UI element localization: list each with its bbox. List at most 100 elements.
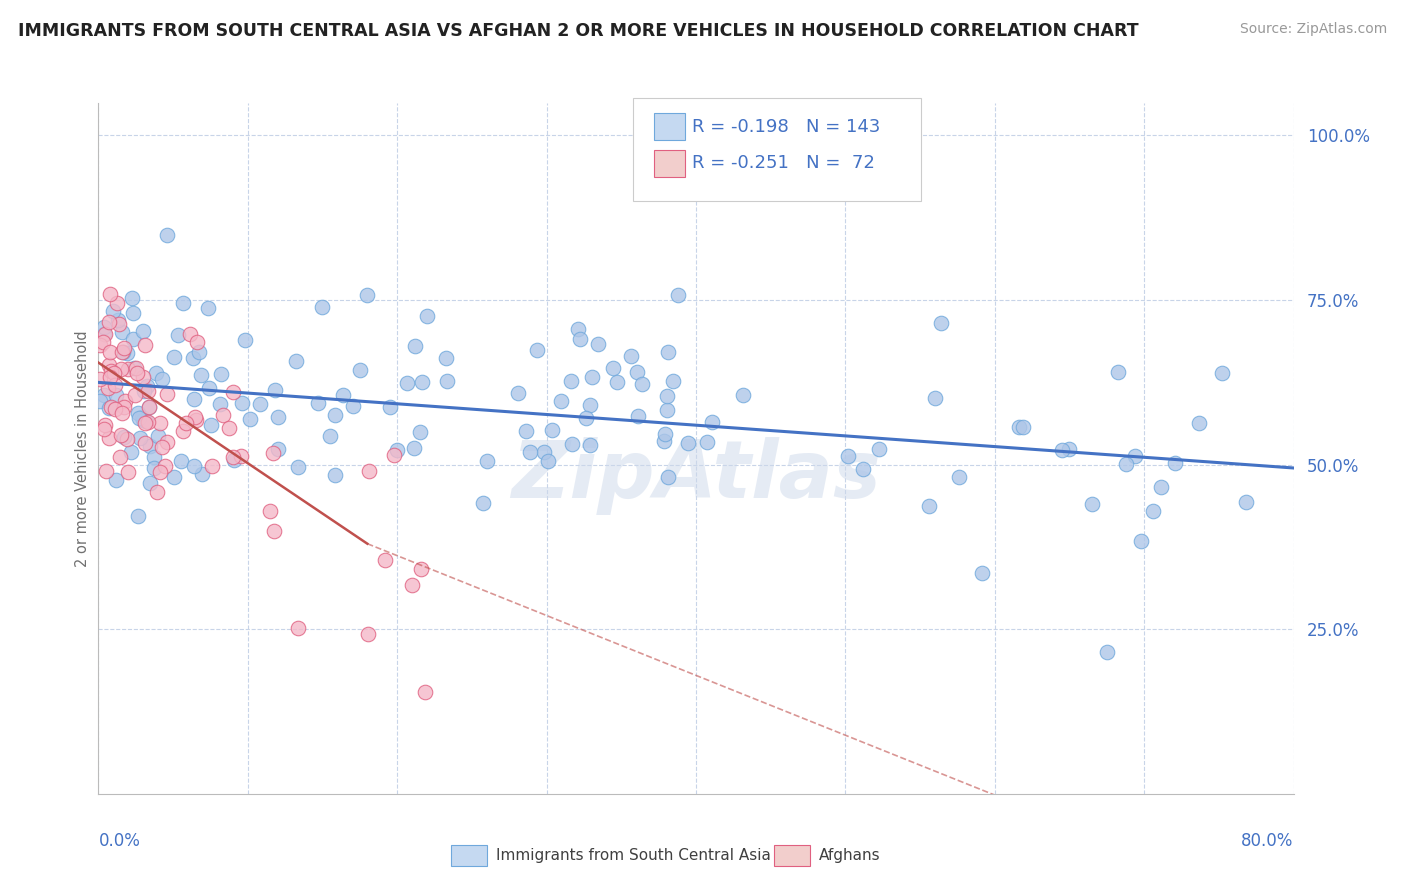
Point bbox=[1150, 480, 1173, 494]
Point bbox=[120, 445, 142, 459]
Text: R = -0.198   N = 143: R = -0.198 N = 143 bbox=[692, 118, 880, 136]
Text: ZipAtlas: ZipAtlas bbox=[510, 437, 882, 515]
Point bbox=[627, 409, 650, 423]
Point bbox=[149, 465, 172, 479]
Point bbox=[515, 424, 537, 438]
Point bbox=[122, 361, 145, 376]
Point bbox=[537, 454, 560, 468]
Point bbox=[89, 393, 111, 408]
Point bbox=[359, 464, 381, 478]
Point bbox=[122, 332, 145, 346]
Point bbox=[533, 445, 555, 459]
Point bbox=[948, 469, 970, 483]
Point bbox=[733, 388, 755, 402]
Point bbox=[209, 367, 232, 381]
Point bbox=[132, 324, 155, 338]
Point bbox=[550, 393, 572, 408]
Point bbox=[191, 467, 214, 482]
Point bbox=[396, 376, 419, 391]
Point bbox=[575, 411, 598, 425]
Point bbox=[378, 400, 401, 414]
Point bbox=[349, 363, 371, 377]
Point bbox=[578, 398, 600, 412]
Point bbox=[104, 377, 127, 392]
Point bbox=[139, 439, 162, 453]
Point bbox=[972, 566, 994, 580]
Point bbox=[266, 410, 288, 425]
Point bbox=[114, 394, 136, 409]
Point bbox=[416, 309, 439, 323]
Point bbox=[183, 392, 205, 407]
Point bbox=[666, 287, 689, 301]
Point bbox=[128, 411, 150, 425]
Point bbox=[657, 389, 679, 403]
Point bbox=[475, 453, 498, 467]
Point bbox=[385, 442, 408, 457]
Point bbox=[404, 339, 426, 353]
Point bbox=[357, 627, 380, 641]
Point bbox=[100, 401, 122, 415]
Point bbox=[1234, 494, 1257, 508]
Point bbox=[323, 408, 346, 422]
Point bbox=[929, 316, 952, 330]
Point bbox=[172, 295, 194, 310]
Point bbox=[569, 332, 592, 346]
Point bbox=[1142, 504, 1164, 518]
Point bbox=[150, 441, 173, 455]
Text: IMMIGRANTS FROM SOUTH CENTRAL ASIA VS AFGHAN 2 OR MORE VEHICLES IN HOUSEHOLD COR: IMMIGRANTS FROM SOUTH CENTRAL ASIA VS AF… bbox=[18, 22, 1139, 40]
Point bbox=[136, 415, 159, 429]
Point bbox=[93, 421, 115, 435]
Point bbox=[112, 341, 135, 355]
Point bbox=[129, 432, 152, 446]
Point bbox=[183, 459, 205, 474]
Point bbox=[93, 327, 115, 342]
FancyBboxPatch shape bbox=[451, 845, 486, 866]
Point bbox=[111, 325, 134, 339]
Point bbox=[212, 408, 235, 422]
Point bbox=[307, 396, 329, 410]
Point bbox=[100, 370, 122, 384]
Point bbox=[239, 412, 262, 426]
Point bbox=[323, 468, 346, 483]
Point bbox=[661, 374, 683, 388]
Point bbox=[222, 385, 245, 400]
Point bbox=[97, 315, 120, 329]
Point bbox=[107, 296, 129, 310]
Point bbox=[125, 360, 148, 375]
Point bbox=[131, 410, 153, 425]
Point bbox=[89, 338, 111, 352]
Point bbox=[401, 577, 423, 591]
Point bbox=[135, 378, 157, 392]
Point bbox=[224, 453, 246, 467]
Point bbox=[198, 381, 221, 395]
Point bbox=[93, 387, 115, 401]
Point bbox=[1081, 497, 1104, 511]
Point bbox=[586, 336, 609, 351]
Point bbox=[172, 424, 194, 438]
Point bbox=[155, 387, 177, 401]
Point bbox=[436, 375, 458, 389]
Point bbox=[657, 403, 679, 417]
Point bbox=[606, 375, 628, 389]
Point bbox=[652, 434, 675, 449]
Point bbox=[111, 406, 134, 420]
Point bbox=[190, 368, 212, 383]
Point bbox=[91, 335, 114, 350]
Point bbox=[181, 351, 204, 365]
Point bbox=[267, 442, 290, 456]
Point bbox=[233, 333, 256, 347]
Point bbox=[108, 450, 131, 465]
Point bbox=[155, 458, 177, 473]
Point bbox=[411, 562, 433, 576]
Point bbox=[540, 423, 562, 437]
Point bbox=[115, 346, 138, 360]
Point bbox=[526, 343, 548, 358]
Point bbox=[117, 432, 139, 446]
Point bbox=[264, 383, 287, 397]
Point bbox=[104, 402, 127, 417]
Point bbox=[917, 499, 939, 513]
Point bbox=[342, 400, 364, 414]
Point bbox=[837, 449, 859, 463]
Point bbox=[163, 470, 186, 484]
Point bbox=[1211, 366, 1233, 380]
